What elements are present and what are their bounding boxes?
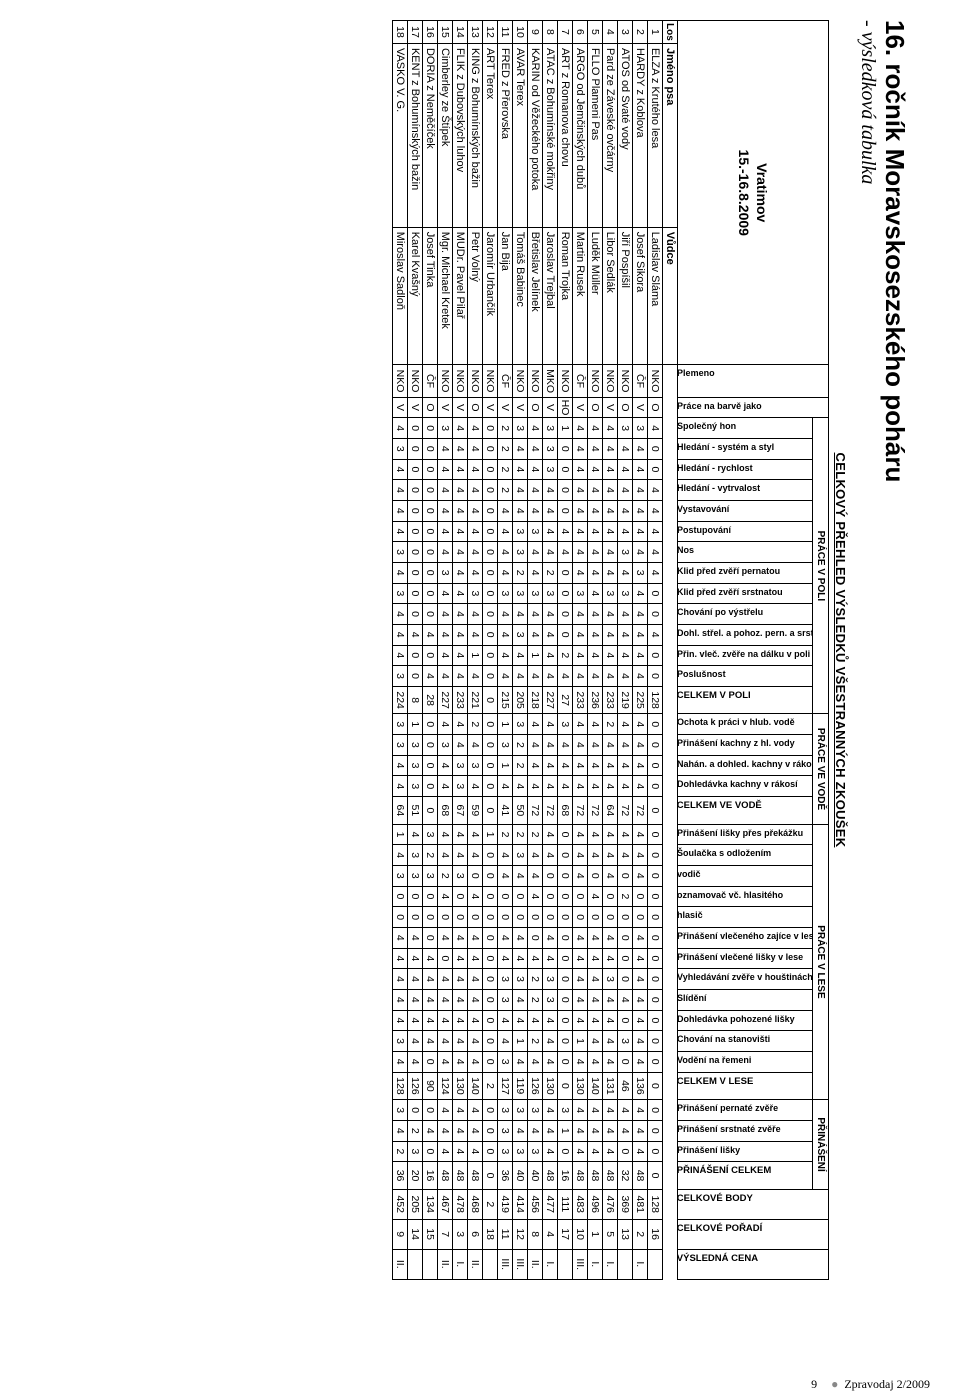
table-row: 10AVAR TerexTomáš BabinecNKOV34444332343… [513,21,528,1280]
bullet-icon: ● [831,1377,838,1391]
subheader-row: Los Jméno psa Vůdce [663,21,678,1280]
event-place: Vratimov [753,23,771,362]
section-forest: PRÁCE V LESE [813,824,829,1100]
table-row: 12ART TerexJaromír UrbančíkNKOV000000000… [483,21,498,1280]
page-number: 9 [811,1377,817,1392]
rotated-content: 16. ročník Moravskosezského poháru - výs… [50,20,910,1280]
hdr-final-prize: VÝSLEDNÁ CENA [678,1249,829,1279]
overview-title: CELKOVÝ PŘEHLED VÝSLEDKŮ VŠESTRANNÝCH ZK… [833,20,848,1280]
page-subtitle: - výsledková tabulka [856,20,879,1280]
event-date: 15.-16.8.2009 [735,23,753,362]
table-row: 8ATAC z Bohumínské mokřinyJaroslav Trejb… [543,21,558,1280]
page-title: 16. ročník Moravskosezského poháru [879,20,910,1280]
event-cell: Vratimov 15.-16.8.2009 [678,21,829,365]
section-retrieve: PŘINÁŠENÍ [813,1100,829,1190]
table-row: 3ATOS od Svaté vodyJiří PospíšilNKOO3444… [618,21,633,1280]
results-table: Vratimov 15.-16.8.2009 Plemeno Práce na … [392,20,829,1280]
section-header-row: Vratimov 15.-16.8.2009 Plemeno Práce na … [813,21,829,1280]
table-row: 13KING z Bohumínských bažinPetr VolnýNKO… [468,21,483,1280]
table-row: 15Cimberley ze ŠtípekMgr. Michael Kretek… [438,21,453,1280]
table-row: 14FLIK z Dubovských luhovMUDr. Pavel Pil… [453,21,468,1280]
table-row: 9KARIN od Věžeckého potokaBřetislav Jelí… [528,21,543,1280]
table-row: 11FRED z PřerovskaJan BijaČFV22224444344… [498,21,513,1280]
table-row: 2HARDY z KoblovaJosef SikoraČFV344444434… [633,21,648,1280]
hdr-colorwork: Práce na barvě jako [678,397,829,418]
hdr-dog: Jméno psa [663,43,678,227]
hdr-los: Los [663,21,678,44]
table-row: 1ELZA z Krutého lesaLadislav SlámaNKOO40… [648,21,663,1280]
hdr-handler: Vůdce [663,227,678,365]
table-row: 4Pard ze Záveské ovčárnyLibor SedlákNKOV… [603,21,618,1280]
hdr-breed: Plemeno [678,365,829,397]
hdr-total-rank: CELKOVÉ POŘADÍ [678,1219,829,1249]
publication-name: Zpravodaj 2/2009 [844,1377,930,1391]
table-row: 16DORIA z NeměčíčekJosef TinkaČFO0000000… [423,21,438,1280]
table-row: 6ARGO od Jemčinských dubůMartin RusekČFV… [573,21,588,1280]
page-footer: 9 ● Zpravodaj 2/2009 [811,1377,930,1392]
table-row: 5FLLO Plameni PasLuděk MüllerNKOO4444444… [588,21,603,1280]
hdr-total-points: CELKOVÉ BODY [678,1189,829,1219]
table-row: 18VASKO V. G.Miroslav SadloňNKOV43444434… [393,21,408,1280]
section-water: PRÁCE VE VODĚ [813,714,829,824]
section-field: PRÁCE V POLI [813,418,829,714]
table-row: 7ART z Romanova chovuRoman TrojkaNKOHO10… [558,21,573,1280]
table-row: 17KENT z Bohumínských bažinKarel KvašnýN… [408,21,423,1280]
